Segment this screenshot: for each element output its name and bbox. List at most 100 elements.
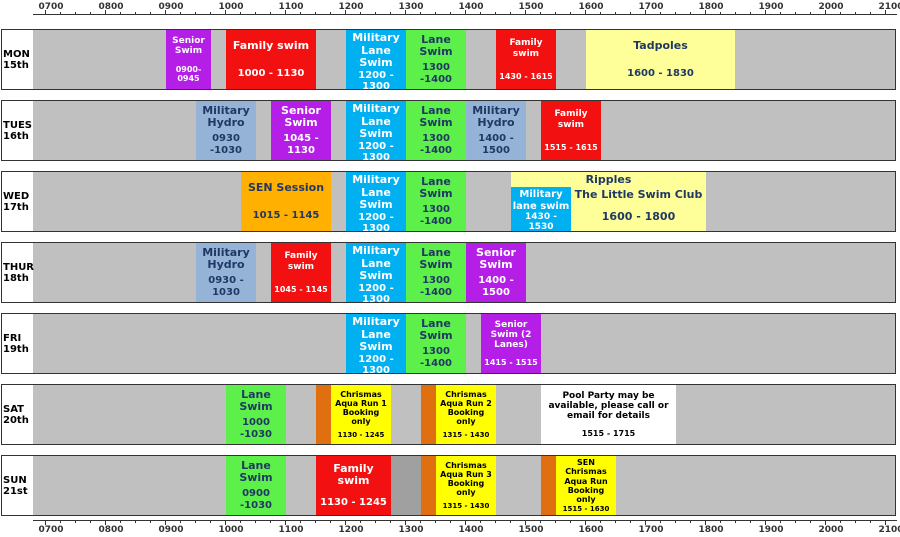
session-time: 1300 -1400 [420,346,452,369]
session-title: SEN Chrismas Aqua Run Booking only [564,458,608,504]
hour-tick [285,520,286,525]
minor-tick [750,12,751,15]
session-title: Pool Party may be available, please call… [548,390,669,422]
minor-tick [255,12,256,15]
minor-tick [660,12,661,15]
minor-tick [390,520,391,523]
minor-tick [195,12,196,15]
session-block: Tadpoles 1600 - 1830 [586,30,735,89]
minor-tick [135,520,136,523]
minor-tick [270,520,271,523]
hour-tick [525,520,526,525]
minor-tick [810,520,811,523]
minor-tick [315,520,316,523]
day-name: SUN [3,474,27,486]
session-title: Military Hydro [472,103,520,130]
hour-tick [645,520,646,525]
day-name: TUES [3,119,32,131]
session-time: 0930 - 1030 [208,275,244,298]
session-time: 1415 - 1515 [484,358,538,368]
hour-tick [345,520,346,525]
session-block: Military Hydro 0930 -1030 [196,101,256,160]
session-time: 1300 -1400 [420,275,452,298]
hour-tick [705,10,706,15]
minor-tick [90,12,91,15]
hour-label: 1600 [578,525,604,535]
hour-label: 1500 [518,2,544,12]
hour-tick [285,10,286,15]
day-date: 20th [3,414,29,426]
session-time: 1515 - 1630 [562,504,610,513]
session-time: 1200 - 1300 [358,353,394,377]
hour-label: 0700 [38,2,64,12]
filler-block [421,385,436,444]
minor-tick [510,520,511,523]
minor-tick [780,520,781,523]
minor-tick [840,520,841,523]
minor-tick [180,12,181,15]
day-label: MON 15th [2,30,33,89]
session-block: Senior Swim 0900-0945 [166,30,211,89]
minor-tick [75,12,76,15]
session-block: Family swim 1430 - 1615 [496,30,556,89]
minor-tick [540,520,541,523]
minor-tick [675,520,676,523]
minor-tick [510,12,511,15]
day-label: SAT 20th [2,385,33,444]
hour-tick [645,10,646,15]
minor-tick [360,12,361,15]
day-date: 15th [3,59,29,71]
hour-label: 0900 [158,2,184,12]
minor-tick [240,520,241,523]
day-label: WED 17th [2,172,33,231]
hour-label: 0700 [38,525,64,535]
minor-tick [150,12,151,15]
minor-tick [540,12,541,15]
minor-tick [720,12,721,15]
minor-tick [330,12,331,15]
session-title: Lane Swim [419,103,453,130]
hour-tick [465,10,466,15]
session-time: 1600 - 1830 [627,67,694,79]
minor-tick [450,12,451,15]
session-block: Family swim 1000 - 1130 [226,30,316,89]
session-title: Military Lane Swim [352,102,400,141]
hour-label: 0800 [98,2,124,12]
hour-label: 2000 [818,525,844,535]
hour-label: 1300 [398,525,424,535]
session-block: Lane Swim 1300 -1400 [406,172,466,231]
day-date: 16th [3,130,29,142]
hour-label: 1000 [218,525,244,535]
minor-tick [150,520,151,523]
hour-tick [825,10,826,15]
session-block: Chrismas Aqua Run 1 Booking only 1130 - 1… [331,385,391,444]
minor-tick [210,520,211,523]
minor-tick [480,12,481,15]
day-name: FRI [3,332,22,344]
session-title: Senior Swim [476,245,516,272]
minor-tick [720,520,721,523]
hour-label: 1000 [218,2,244,12]
day-row: WED 17th SEN Session 1015 - 1145 Military La… [1,171,896,234]
session-title: Ripples [585,173,632,186]
hour-label: 2000 [818,2,844,12]
session-time: 0930 -1030 [210,133,242,156]
minor-tick [555,520,556,523]
hour-tick [405,10,406,15]
hour-tick [345,10,346,15]
minor-tick [600,12,601,15]
minor-tick [315,12,316,15]
session-title: Lane Swim [419,245,453,272]
session-title: SEN Session [247,180,325,194]
day-name: WED [3,190,30,202]
day-row: TUES 16th Military Hydro 0930 -1030 Senior S… [1,100,896,163]
minor-tick [75,520,76,523]
minor-tick [120,520,121,523]
session-time: 1600 - 1800 [601,210,676,224]
session-title: Family swim [554,109,588,130]
hour-tick [465,520,466,525]
hour-tick [585,520,586,525]
minor-tick [90,520,91,523]
session-block: SEN Chrismas Aqua Run Booking only 1515 -… [556,456,616,515]
